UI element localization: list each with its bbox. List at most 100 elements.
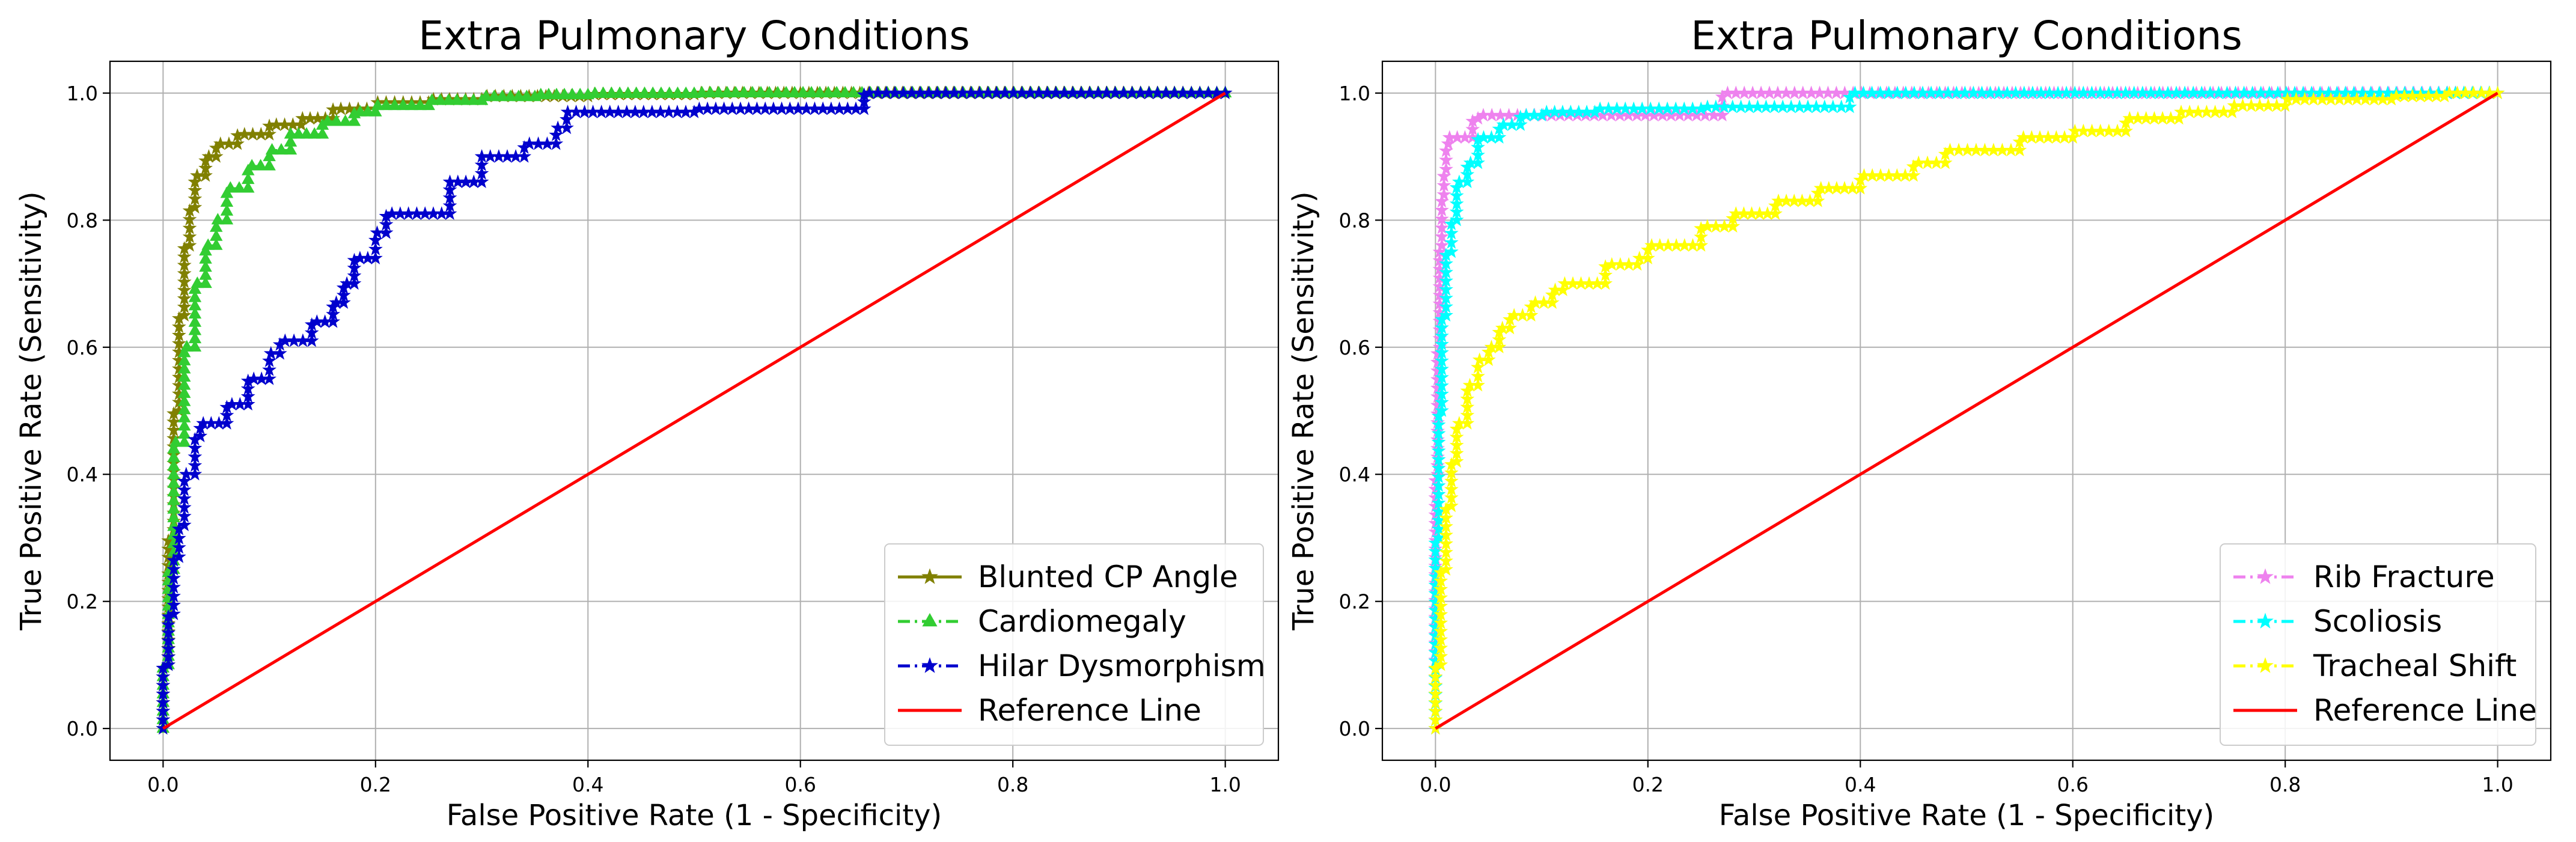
legend-marker xyxy=(922,612,938,627)
series-point xyxy=(300,127,313,139)
series-point xyxy=(188,191,203,206)
legend-entry: Blunted CP Angle xyxy=(898,560,1238,594)
series-point xyxy=(177,410,191,423)
series-point xyxy=(1431,460,1446,475)
series-point xyxy=(566,88,579,100)
series-point xyxy=(1439,162,1453,175)
series-point xyxy=(368,233,383,246)
series-point xyxy=(1598,267,1613,282)
series-point xyxy=(304,333,319,347)
series-point xyxy=(224,181,237,193)
series-point xyxy=(379,98,393,111)
series-point xyxy=(199,276,212,288)
y-tick-label: 0.4 xyxy=(67,463,98,486)
series-point xyxy=(379,225,394,239)
series-point xyxy=(1433,582,1448,596)
series-point xyxy=(1428,695,1443,709)
series-point xyxy=(729,85,742,97)
series-point xyxy=(241,181,255,193)
series-point xyxy=(371,98,385,111)
series-point xyxy=(188,315,202,327)
series-point xyxy=(474,174,489,189)
y-tick-label: 0.4 xyxy=(1339,463,1370,486)
series-point xyxy=(830,85,843,97)
y-tick-label: 0.2 xyxy=(67,590,98,614)
series-point xyxy=(188,332,202,344)
y-tick-label: 0.0 xyxy=(67,717,98,740)
series-point xyxy=(754,85,768,97)
series-point xyxy=(1435,345,1449,359)
x-tick-label: 0.0 xyxy=(1420,773,1451,796)
series-point xyxy=(209,220,223,232)
series-point xyxy=(1471,377,1485,392)
series-point xyxy=(1938,155,1953,169)
series-reference-line xyxy=(162,91,1226,730)
x-tick-label: 0.6 xyxy=(2057,773,2088,796)
legend-box xyxy=(2220,543,2536,746)
series-point xyxy=(177,282,192,297)
series-point xyxy=(188,307,202,319)
series-point xyxy=(262,127,277,141)
series-point xyxy=(1428,544,1443,558)
series-point xyxy=(1433,624,1448,638)
series-point xyxy=(171,531,186,545)
series-point xyxy=(442,198,457,212)
legend-label: Tracheal Shift xyxy=(2313,648,2516,683)
legend-label: Reference Line xyxy=(978,693,1201,728)
series-point xyxy=(788,85,801,97)
series-point xyxy=(2490,85,2505,100)
series-point xyxy=(504,90,517,102)
series-point xyxy=(1435,328,1449,343)
series-point xyxy=(284,135,298,147)
series-point xyxy=(188,183,203,197)
series-point xyxy=(1439,536,1453,551)
series-point xyxy=(1431,452,1446,466)
x-tick-label: 0.2 xyxy=(360,773,391,796)
series-point xyxy=(1435,370,1449,384)
series-point xyxy=(167,493,180,505)
series-point xyxy=(177,435,191,447)
series-point xyxy=(167,502,180,514)
series-point xyxy=(188,458,203,472)
series-point xyxy=(1439,510,1453,525)
series-point xyxy=(182,212,197,226)
series-line xyxy=(162,91,1226,730)
series-point xyxy=(780,85,793,97)
series-point xyxy=(177,386,191,398)
series-point xyxy=(613,86,626,99)
series-point xyxy=(695,85,709,97)
series-point xyxy=(1471,139,1485,154)
legend-marker xyxy=(921,568,938,584)
series-point xyxy=(388,98,401,111)
series-point xyxy=(459,93,472,105)
series-hilar-dysmorphism xyxy=(156,85,1233,735)
legend-label: Hilar Dysmorphism xyxy=(978,648,1266,683)
series-point xyxy=(442,93,455,105)
series-point xyxy=(1906,168,1921,182)
series-point xyxy=(1853,180,1868,195)
series-point xyxy=(1524,308,1539,322)
series-point xyxy=(156,677,171,692)
left-roc-panel: 0.0 0.2 0.4 0.6 0.8 1.0 0.0 0.2 0.4 0.6 0.8 1.0 Extr… xyxy=(14,13,1280,832)
series-point xyxy=(1431,426,1446,440)
series-point xyxy=(1439,527,1453,542)
series-point xyxy=(1460,416,1475,430)
series-point xyxy=(291,127,305,139)
series-point xyxy=(166,423,181,437)
series-point xyxy=(512,90,525,102)
series-point xyxy=(177,419,191,431)
series-point xyxy=(171,328,186,342)
legend: Rib Fracture Scoliosis Tracheal Shift Refer… xyxy=(2220,543,2537,746)
series-point xyxy=(188,340,202,352)
series-point xyxy=(167,459,180,471)
series-point xyxy=(1545,295,1560,309)
legend-marker xyxy=(2257,612,2274,629)
legend-label: Rib Fracture xyxy=(2313,560,2495,594)
series-point xyxy=(188,466,203,481)
legend-marker xyxy=(2257,568,2274,584)
series-point xyxy=(265,142,279,155)
series-point xyxy=(425,93,439,105)
legend: Blunted CP Angle Cardiomegaly Hilar Dysmor… xyxy=(884,543,1266,746)
series-point xyxy=(166,414,181,429)
series-point xyxy=(347,276,362,290)
